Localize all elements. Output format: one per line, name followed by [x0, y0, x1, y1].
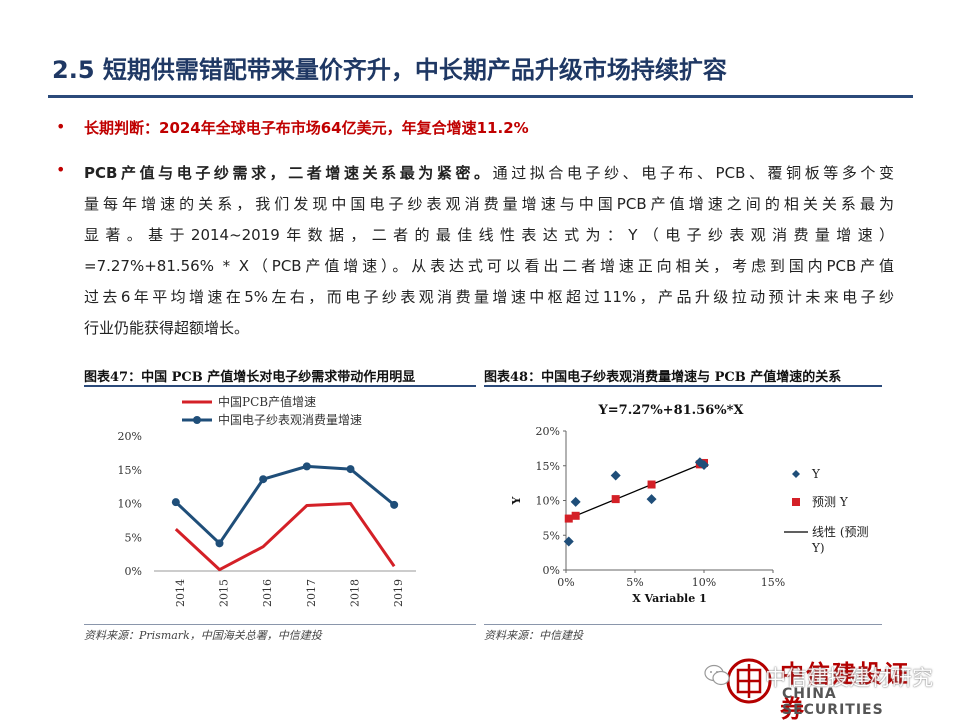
- bullet-dot: •: [56, 160, 66, 179]
- data-point: [302, 462, 311, 471]
- regression-equation: Y=7.27%+81.56%*X: [597, 403, 744, 418]
- data-point: [171, 498, 180, 507]
- x-tick-label: 2016: [261, 579, 274, 607]
- figure48-source-rule: [484, 624, 882, 625]
- legend-marker: [792, 498, 800, 506]
- bullet-long-term: 长期判断：2024年全球电子布市场64亿美元，年复合增速11.2%: [84, 119, 529, 137]
- actual-point: [563, 536, 574, 547]
- paragraph-line: =7.27%+81.56% * X（PCB产值增速）。从表达式可以看出二者增速正…: [84, 257, 894, 275]
- bullet-pcb-paragraph: PCB产值与电子纱需求，二者增速关系最为紧密。通过拟合电子纱、电子布、PCB、覆…: [84, 158, 894, 344]
- data-point: [390, 500, 399, 509]
- x-tick-label: 2018: [349, 579, 362, 607]
- legend-label: 中国电子纱表观消费量增速: [218, 412, 362, 427]
- actual-point: [570, 496, 581, 507]
- regression-line: [568, 462, 705, 520]
- x-tick-label: 2015: [218, 579, 231, 607]
- legend-marker: [193, 416, 201, 424]
- title-divider: [48, 95, 913, 98]
- predicted-point: [564, 514, 573, 523]
- x-tick-label: 15%: [761, 576, 785, 589]
- predicted-point: [647, 480, 656, 489]
- figure48-rule: [484, 385, 882, 387]
- paragraph-line: 过去6年平均增速在5%左右，而电子纱表观消费量增速中枢超过11%，产品升级拉动预…: [84, 288, 894, 306]
- paragraph-line: 量每年增速的关系，我们发现中国电子纱表观消费量增速与中国PCB产值增速之间的相关…: [84, 195, 894, 213]
- logo-text-en: CHINA SECURITIES: [782, 686, 884, 718]
- y-tick-label: 0%: [125, 565, 142, 578]
- actual-point: [646, 494, 657, 505]
- legend-marker: [792, 470, 800, 478]
- wechat-icon: [704, 664, 730, 686]
- series-line: [174, 502, 396, 572]
- legend-label: 预测 Y: [812, 495, 849, 509]
- y-tick-label: 5%: [543, 529, 560, 542]
- figure47-source-rule: [84, 624, 476, 625]
- x-tick-label: 2014: [174, 579, 187, 607]
- paragraph-line: PCB产值与电子纱需求，二者增速关系最为紧密。通过拟合电子纱、电子布、PCB、覆…: [84, 158, 894, 189]
- y-tick-label: 0%: [543, 564, 560, 577]
- data-point: [215, 539, 224, 548]
- y-tick-label: 20%: [536, 425, 560, 438]
- page-title: 2.5 短期供需错配带来量价齐升，中长期产品升级市场持续扩容: [52, 56, 727, 84]
- series-line: [174, 464, 396, 545]
- figure47-rule: [84, 385, 476, 387]
- x-tick-label: 0%: [557, 576, 574, 589]
- paragraph-text: 通过拟合电子纱、电子布、PCB、覆铜板等多个变: [492, 164, 895, 182]
- paragraph-lead: PCB产值与电子纱需求，二者增速关系最为紧密。: [84, 164, 493, 182]
- china-securities-logo: 中信建投证券 CHINA SECURITIES: [722, 652, 932, 723]
- x-tick-label: 2019: [392, 579, 405, 607]
- y-tick-label: 20%: [118, 430, 142, 443]
- data-point: [346, 465, 355, 474]
- data-point: [259, 475, 268, 484]
- x-axis-label: X Variable 1: [632, 592, 706, 605]
- figure48-title: 图表48：中国电子纱表观消费量增速与 PCB 产值增速的关系: [484, 370, 842, 385]
- y-tick-label: 10%: [118, 498, 142, 511]
- legend-label: Y: [811, 467, 821, 481]
- predicted-point: [571, 511, 580, 520]
- figure47-source: 资料来源：Prismark，中国海关总署，中信建投: [84, 629, 322, 642]
- figure48-source: 资料来源：中信建投: [484, 629, 583, 642]
- actual-point: [699, 460, 709, 471]
- y-tick-label: 10%: [536, 495, 560, 508]
- legend-label: 中国PCB产值增速: [218, 394, 316, 409]
- x-tick-label: 10%: [692, 576, 716, 589]
- legend-label-cont: Y): [811, 541, 825, 555]
- pcb-yarn-line-chart: 0% 5% 10% 15% 20% 2014 2015 2016 2017 2018 2019 中国P…: [118, 394, 416, 607]
- figure47-title: 图表47：中国 PCB 产值增长对电子纱需求带动作用明显: [84, 370, 416, 385]
- paragraph-line: 显著。基于2014~2019年数据，二者的最佳线性表达式为：Y（电子纱表观消费量…: [84, 226, 894, 244]
- logo-text-cn: 中信建投证券: [780, 660, 910, 723]
- x-tick-label: 2017: [305, 579, 318, 607]
- y-tick-label: 5%: [125, 531, 142, 544]
- y-tick-label: 15%: [118, 464, 142, 477]
- y-tick-label: 15%: [536, 460, 560, 473]
- watermark-text: 中信建投建材研究: [765, 666, 933, 690]
- legend-label: 线性 (预测: [812, 525, 869, 539]
- paragraph-line: 行业仍能获得超额增长。: [84, 319, 250, 337]
- predicted-point: [611, 495, 620, 504]
- x-tick-label: 5%: [626, 576, 643, 589]
- actual-point: [610, 470, 621, 481]
- regression-scatter-chart: Y=7.27%+81.56%*X 0% 5% 10% 15% 20% 0% 5% 10% 15% X…: [510, 403, 869, 605]
- y-axis-label: Y: [510, 496, 523, 505]
- bullet-dot: •: [56, 117, 66, 136]
